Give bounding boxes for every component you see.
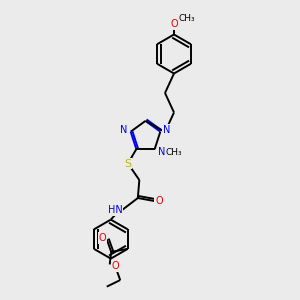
- Text: O: O: [155, 196, 163, 206]
- Text: S: S: [124, 158, 131, 169]
- Text: N: N: [120, 125, 128, 135]
- Text: CH₃: CH₃: [178, 14, 195, 23]
- Text: N: N: [158, 146, 165, 157]
- Text: O: O: [111, 261, 119, 271]
- Text: O: O: [98, 233, 106, 243]
- Text: N: N: [163, 125, 171, 135]
- Text: CH₃: CH₃: [166, 148, 182, 157]
- Text: O: O: [170, 19, 178, 29]
- Text: HN: HN: [108, 205, 123, 215]
